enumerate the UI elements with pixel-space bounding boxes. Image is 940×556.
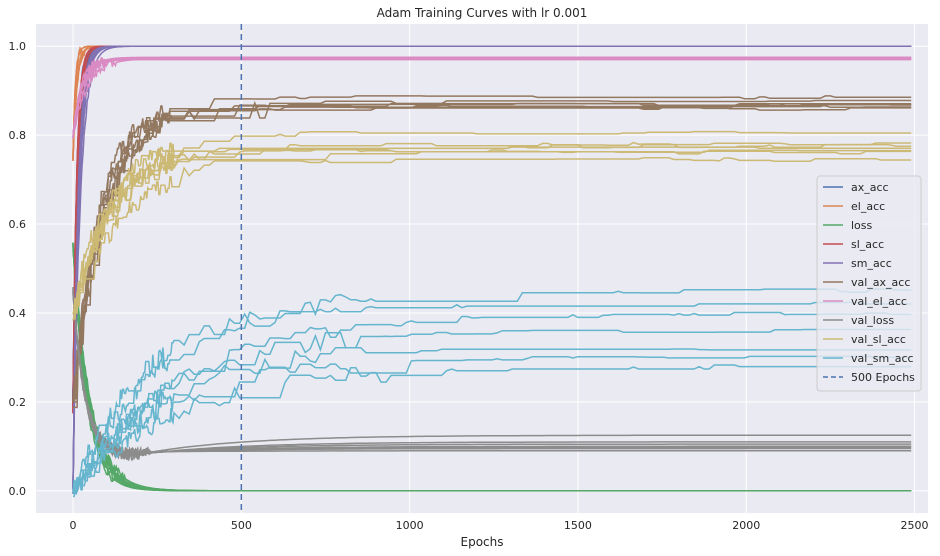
val_sm_acc-line	[73, 364, 912, 496]
chart-title: Adam Training Curves with lr 0.001	[377, 6, 588, 20]
x-tick-label: 500	[231, 519, 252, 532]
legend-label: sm_acc	[851, 257, 892, 270]
val_sm_acc-line	[72, 311, 912, 495]
val_ax_acc-line	[72, 106, 912, 403]
legend-label: 500 Epochs	[851, 371, 915, 384]
legend-label: el_acc	[851, 200, 885, 213]
val_ax_acc-line	[72, 105, 912, 396]
legend-label: sl_acc	[851, 238, 884, 251]
val_sl_acc-line	[72, 150, 912, 315]
val_el_acc-line	[72, 57, 912, 138]
y-tick-label: 0.2	[9, 396, 27, 409]
legend-label: val_sm_acc	[851, 352, 914, 365]
val_ax_acc-line	[73, 102, 912, 403]
x-tick-label: 2000	[732, 519, 760, 532]
x-tick-label: 1500	[564, 519, 592, 532]
y-tick-label: 0.0	[9, 485, 27, 498]
val_sm_acc-line	[72, 328, 912, 494]
y-tick-label: 0.4	[9, 307, 27, 320]
loss-line	[72, 242, 912, 492]
val_el_acc-line	[72, 58, 912, 139]
legend-box	[816, 175, 922, 392]
legend-label: ax_acc	[851, 181, 889, 194]
val_sm_acc-line	[73, 288, 912, 493]
x-tick-label: 1000	[396, 519, 424, 532]
x-tick-label: 0	[70, 519, 77, 532]
val_sm_acc-line	[73, 355, 912, 493]
legend-label: val_loss	[851, 314, 894, 327]
legend-label: val_el_acc	[851, 295, 907, 308]
x-tick-label: 2500	[901, 519, 929, 532]
x-axis-label: Epochs	[461, 535, 504, 549]
legend-label: val_ax_acc	[851, 276, 910, 289]
val_sl_acc-line	[73, 157, 912, 314]
y-tick-label: 0.8	[9, 129, 27, 142]
val_sl_acc-line	[73, 146, 912, 308]
val_el_acc-line	[72, 57, 912, 133]
y-tick-labels: 0.0 0.2 0.4 0.6 0.8 1.0	[9, 40, 27, 498]
val_ax_acc-line	[72, 95, 912, 402]
sm_acc-line	[72, 45, 912, 488]
legend-label: val_sl_acc	[851, 333, 906, 346]
y-tick-label: 0.6	[9, 218, 27, 231]
plot-area	[36, 24, 928, 513]
series-layer	[72, 45, 912, 498]
y-tick-label: 1.0	[9, 40, 27, 53]
legend-label: loss	[851, 219, 873, 232]
x-tick-labels: 0 500 1000 1500 2000 2500	[70, 519, 929, 532]
val_sm_acc-line	[73, 301, 912, 494]
